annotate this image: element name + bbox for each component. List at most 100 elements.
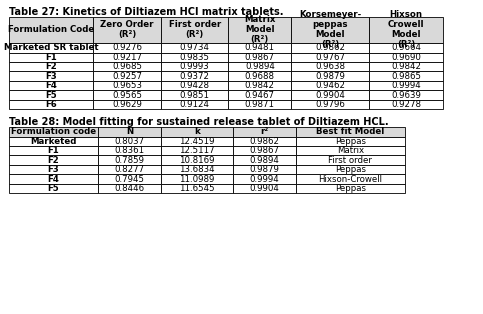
Text: Marketed: Marketed — [30, 137, 77, 146]
Text: First order: First order — [328, 156, 372, 165]
Bar — [291, 90, 369, 100]
Text: Peppas: Peppas — [335, 165, 366, 174]
Text: Peppas: Peppas — [335, 137, 366, 146]
Text: 0.9217: 0.9217 — [112, 53, 142, 62]
Text: Marketed SR tablet: Marketed SR tablet — [4, 43, 98, 52]
Bar — [98, 184, 161, 193]
Bar — [9, 184, 98, 193]
Text: F5: F5 — [45, 90, 57, 100]
Text: Table 28: Model fitting for sustained release tablet of Diltiazem HCL.: Table 28: Model fitting for sustained re… — [9, 117, 388, 127]
Text: 0.8277: 0.8277 — [114, 165, 144, 174]
Bar — [9, 100, 93, 109]
Text: 0.8446: 0.8446 — [114, 184, 144, 193]
Bar — [228, 100, 291, 109]
Text: 0.9894: 0.9894 — [245, 62, 275, 71]
Text: Matrix
Model
(R²): Matrix Model (R²) — [244, 15, 276, 44]
Bar — [98, 137, 161, 146]
Text: First order
(R²): First order (R²) — [169, 20, 221, 39]
Bar — [369, 53, 443, 62]
Text: 0.9257: 0.9257 — [112, 72, 142, 81]
Text: F6: F6 — [45, 100, 57, 109]
Text: 0.9664: 0.9664 — [391, 43, 421, 52]
Bar — [291, 72, 369, 81]
Text: 0.9835: 0.9835 — [180, 53, 210, 62]
Text: F1: F1 — [47, 146, 59, 155]
Text: 0.9462: 0.9462 — [315, 81, 345, 90]
Text: 0.9994: 0.9994 — [250, 175, 280, 184]
Bar — [369, 72, 443, 81]
Bar — [369, 17, 443, 43]
Bar — [228, 81, 291, 90]
Bar — [9, 17, 93, 43]
Bar — [93, 81, 161, 90]
Text: 0.9862: 0.9862 — [315, 43, 345, 52]
Text: Korsemeyer-
peppas
Model
(R²): Korsemeyer- peppas Model (R²) — [299, 10, 361, 49]
Text: 0.7945: 0.7945 — [114, 175, 144, 184]
Bar — [369, 90, 443, 100]
Text: 0.9871: 0.9871 — [245, 100, 275, 109]
Text: 11.6545: 11.6545 — [179, 184, 215, 193]
Text: Best fit Model: Best fit Model — [316, 127, 384, 136]
Bar — [291, 43, 369, 53]
Text: 0.9467: 0.9467 — [245, 90, 275, 100]
Bar — [296, 155, 405, 165]
Bar — [161, 81, 228, 90]
Bar — [161, 127, 233, 137]
Text: 0.9639: 0.9639 — [391, 90, 421, 100]
Bar — [233, 146, 296, 155]
Bar — [296, 146, 405, 155]
Text: 0.9638: 0.9638 — [315, 62, 345, 71]
Bar — [228, 62, 291, 72]
Bar — [9, 127, 98, 137]
Text: 0.9278: 0.9278 — [391, 100, 421, 109]
Bar — [161, 100, 228, 109]
Bar — [161, 165, 233, 174]
Text: 0.9690: 0.9690 — [391, 53, 421, 62]
Text: Peppas: Peppas — [335, 184, 366, 193]
Text: 0.9879: 0.9879 — [250, 165, 280, 174]
Bar — [291, 62, 369, 72]
Text: 0.9994: 0.9994 — [391, 81, 421, 90]
Text: 0.8361: 0.8361 — [114, 146, 144, 155]
Bar — [161, 17, 228, 43]
Bar — [161, 72, 228, 81]
Text: 11.0989: 11.0989 — [179, 175, 215, 184]
Text: 0.9851: 0.9851 — [180, 90, 210, 100]
Text: 0.8037: 0.8037 — [114, 137, 144, 146]
Bar — [93, 62, 161, 72]
Bar — [98, 155, 161, 165]
Text: 0.9734: 0.9734 — [180, 43, 210, 52]
Bar — [9, 137, 98, 146]
Text: Hixson
Crowell
Model
(R²): Hixson Crowell Model (R²) — [388, 10, 424, 49]
Bar — [98, 127, 161, 137]
Text: 0.9767: 0.9767 — [315, 53, 345, 62]
Bar — [161, 155, 233, 165]
Text: 0.9796: 0.9796 — [315, 100, 345, 109]
Text: 0.9685: 0.9685 — [112, 62, 142, 71]
Text: 10.8169: 10.8169 — [179, 156, 215, 165]
Text: 0.9653: 0.9653 — [112, 81, 142, 90]
Bar — [233, 174, 296, 184]
Text: 0.9894: 0.9894 — [250, 156, 280, 165]
Bar — [93, 90, 161, 100]
Text: F3: F3 — [47, 165, 59, 174]
Bar — [9, 72, 93, 81]
Text: 0.9124: 0.9124 — [180, 100, 210, 109]
Text: Table 27: Kinetics of Diltiazem HCl matrix tablets.: Table 27: Kinetics of Diltiazem HCl matr… — [9, 7, 283, 17]
Bar — [9, 81, 93, 90]
Bar — [9, 53, 93, 62]
Bar — [161, 184, 233, 193]
Bar — [93, 100, 161, 109]
Text: Formulation Code: Formulation Code — [8, 25, 94, 34]
Text: 0.9993: 0.9993 — [180, 62, 210, 71]
Text: F4: F4 — [47, 175, 59, 184]
Text: 12.4519: 12.4519 — [179, 137, 215, 146]
Text: F2: F2 — [47, 156, 59, 165]
Text: 0.9904: 0.9904 — [315, 90, 345, 100]
Bar — [93, 17, 161, 43]
Text: F1: F1 — [45, 53, 57, 62]
Text: 0.9904: 0.9904 — [250, 184, 280, 193]
Text: Formulation code: Formulation code — [11, 127, 96, 136]
Bar — [233, 184, 296, 193]
Bar — [369, 43, 443, 53]
